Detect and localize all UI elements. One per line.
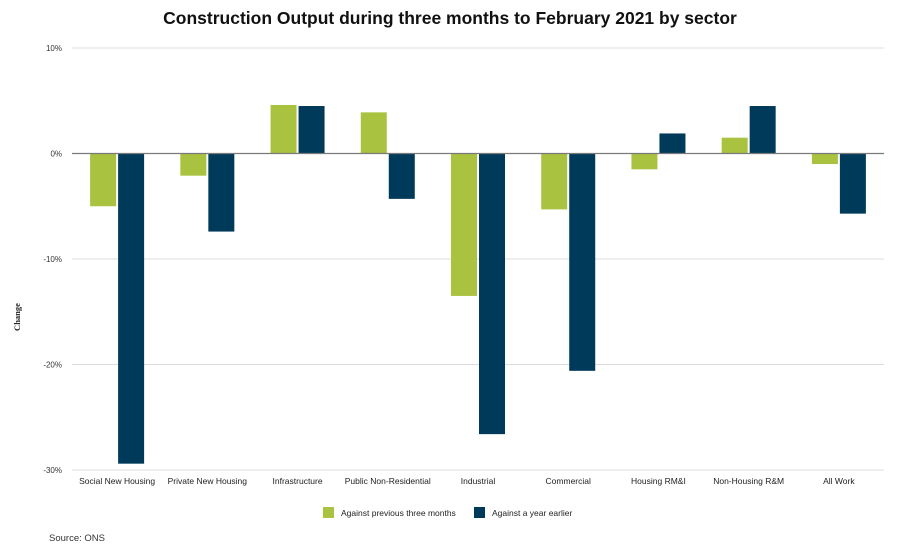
x-tick-label: Social New Housing — [79, 476, 155, 486]
bar-previous-three-months — [360, 112, 387, 154]
legend-swatch — [323, 507, 334, 518]
bar-year-earlier — [749, 106, 776, 154]
bar-year-earlier — [839, 153, 866, 214]
y-tick-label: 0% — [50, 150, 62, 159]
bars — [90, 104, 866, 464]
y-tick-label: -20% — [43, 361, 62, 370]
legend-label: Against previous three months — [341, 508, 456, 518]
x-tick-label: Non-Housing R&M — [713, 476, 784, 486]
x-tick-label: Industrial — [461, 476, 496, 486]
x-tick-label: Infrastructure — [273, 476, 323, 486]
axes: 10% 0% -10% -20% -30% Social New Housing Priva… — [43, 44, 884, 486]
y-tick-label: -10% — [43, 255, 62, 264]
bar-year-earlier — [298, 106, 325, 154]
bar-year-earlier — [659, 133, 686, 154]
bar-year-earlier — [479, 153, 505, 435]
chart-title: Construction Output during three months … — [163, 8, 737, 28]
bar-year-earlier — [388, 153, 415, 199]
x-tick-label: Public Non-Residential — [345, 476, 431, 486]
y-tick-label: 10% — [46, 44, 62, 53]
x-tick-label: All Work — [823, 476, 855, 486]
source-note: Source: ONS — [49, 533, 105, 544]
gridlines — [72, 47, 884, 471]
bar-previous-three-months — [811, 153, 838, 165]
bar-year-earlier — [208, 153, 235, 232]
bar-previous-three-months — [451, 153, 477, 296]
x-tick-label: Private New Housing — [168, 476, 248, 486]
y-axis-label: Change — [12, 303, 22, 331]
x-tick-label: Housing RM&I — [631, 476, 686, 486]
bar-previous-three-months — [541, 153, 568, 210]
bar-previous-three-months — [721, 137, 748, 154]
x-tick-label: Commercial — [546, 476, 591, 486]
bar-year-earlier — [118, 153, 145, 464]
bar-previous-three-months — [180, 153, 207, 176]
bar-year-earlier — [569, 153, 596, 371]
legend-label: Against a year earlier — [492, 508, 572, 518]
bar-previous-three-months — [270, 104, 297, 154]
legend-swatch — [474, 507, 485, 518]
bar-previous-three-months — [631, 153, 658, 170]
y-tick-label: -30% — [43, 466, 62, 475]
legend: Against previous three months Against a y… — [323, 507, 572, 518]
bar-previous-three-months — [90, 153, 117, 207]
